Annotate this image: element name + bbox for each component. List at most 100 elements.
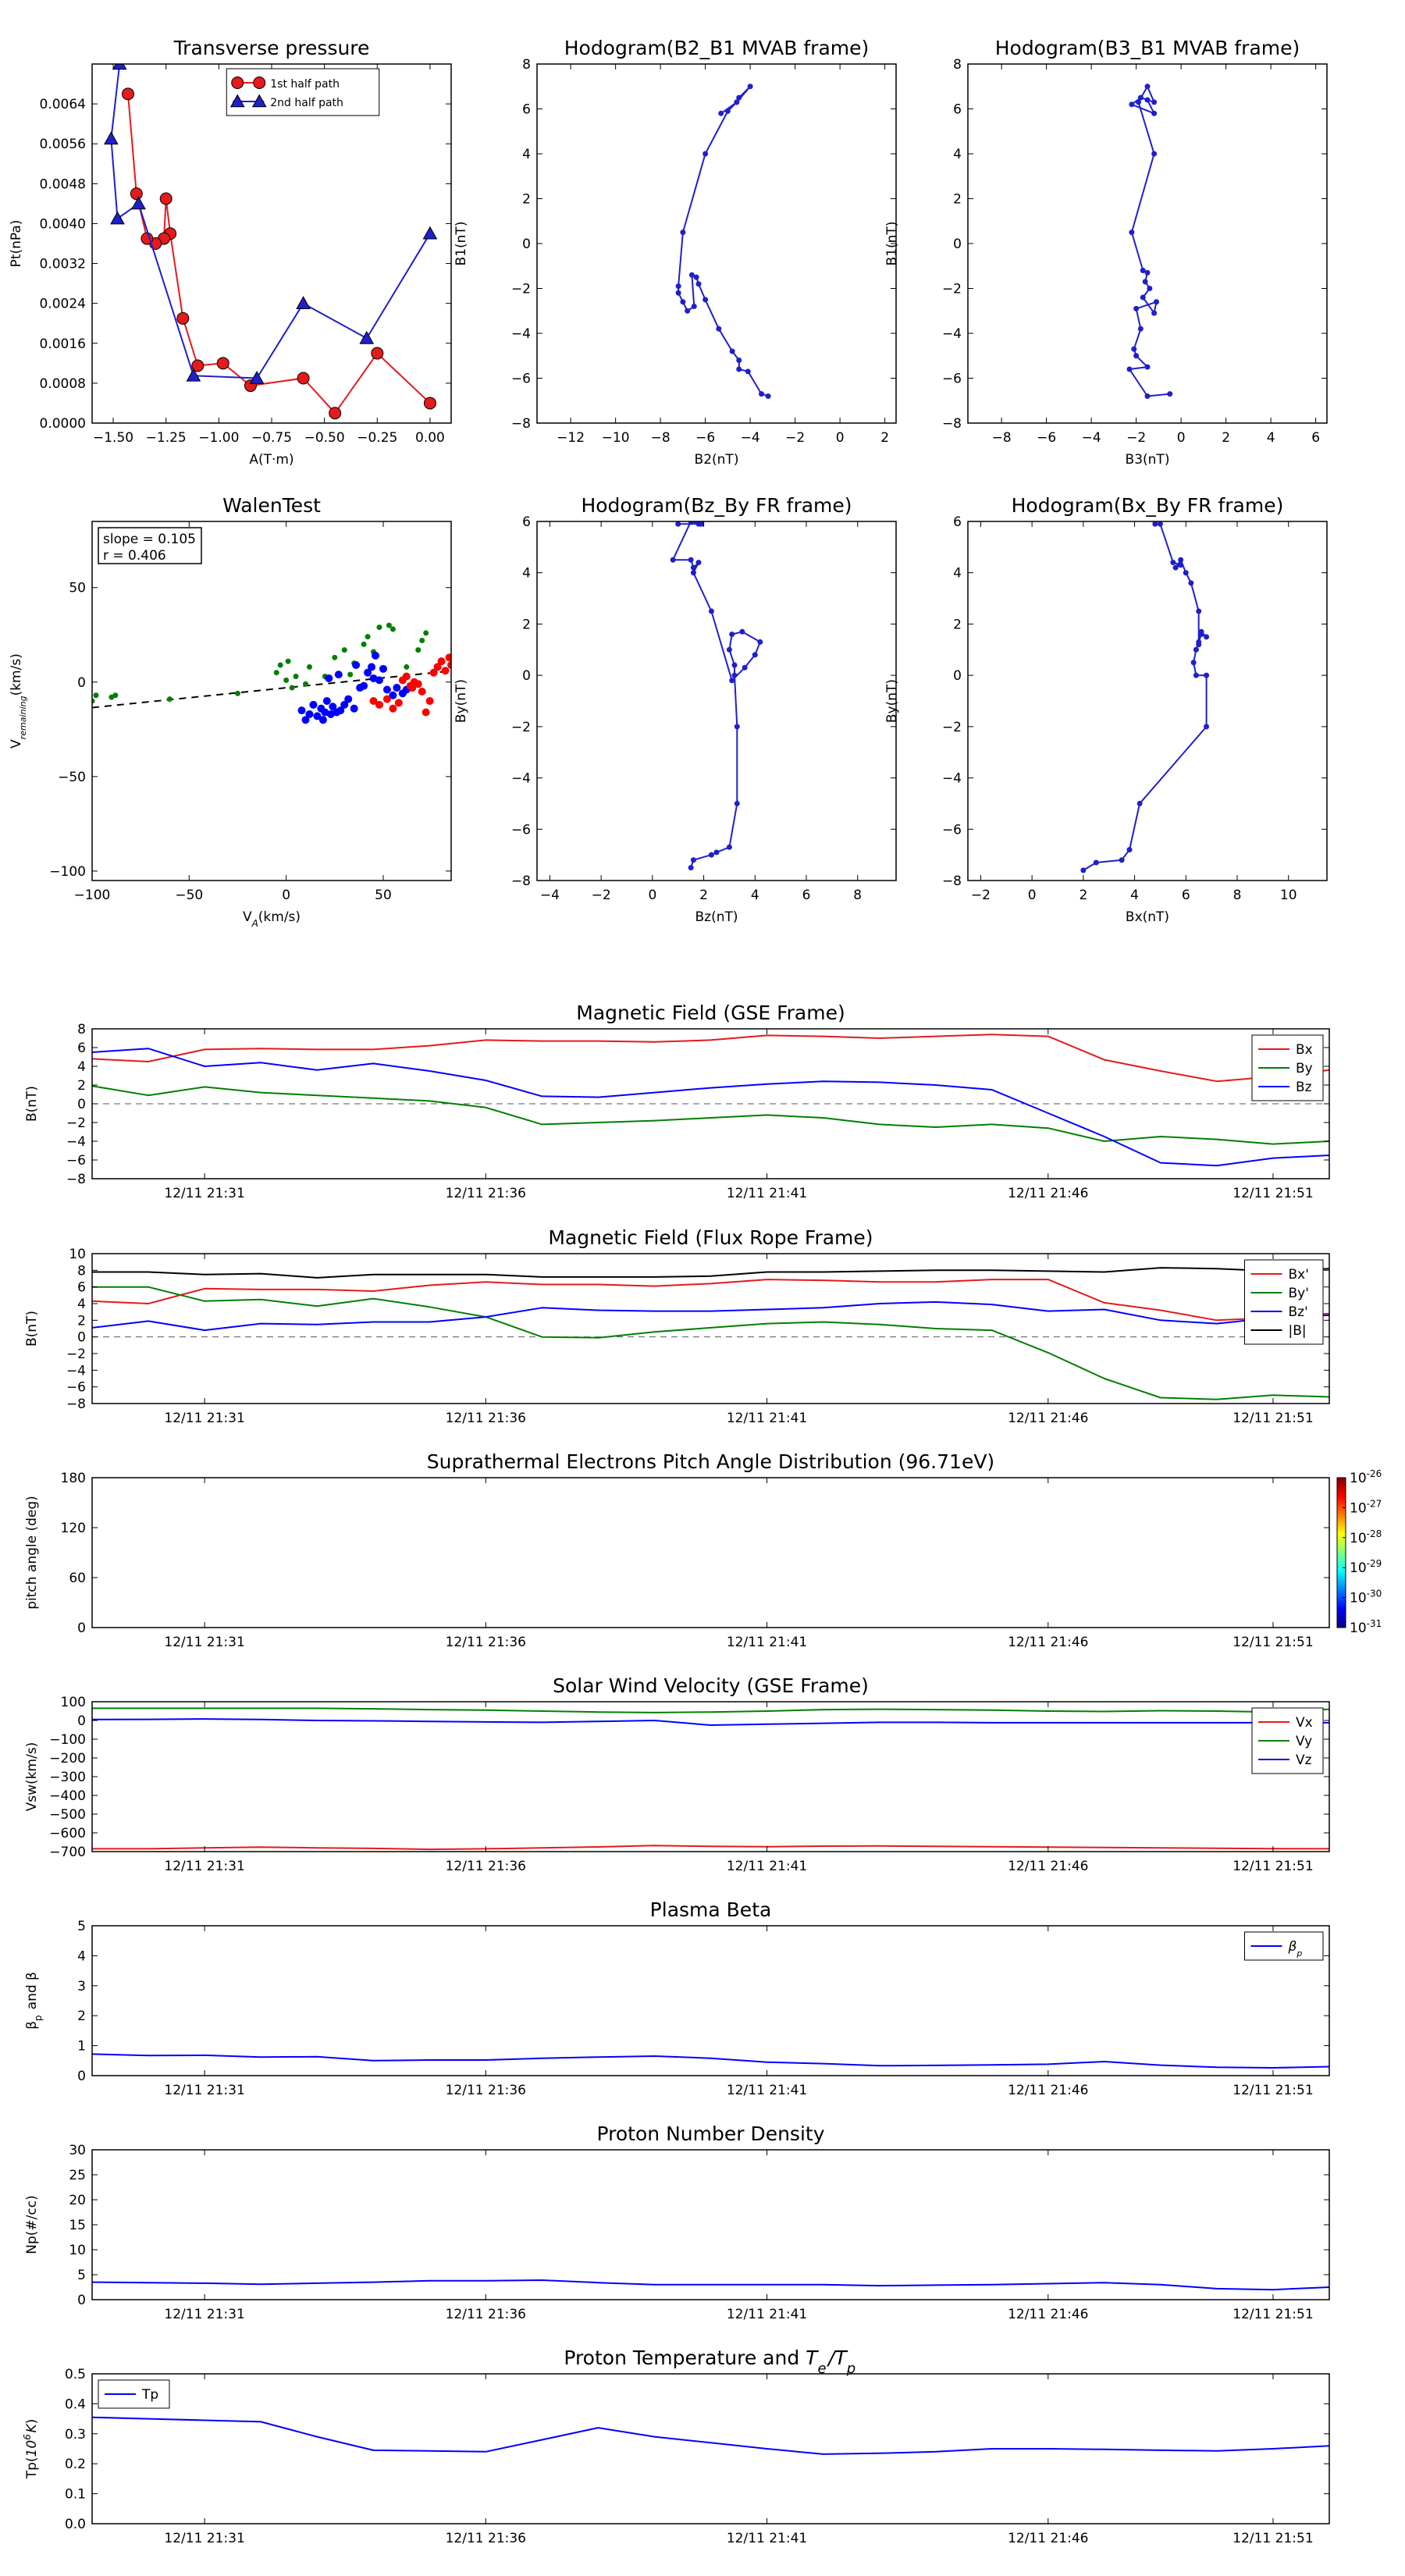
chart-title: Hodogram(B3_B1 MVAB frame) bbox=[995, 37, 1300, 59]
series bbox=[670, 521, 763, 871]
x-tick-label: 12/11 21:51 bbox=[1232, 1411, 1313, 1426]
y-tick-label: 2 bbox=[522, 617, 531, 632]
legend: 1st half path 2nd half path bbox=[226, 68, 380, 116]
y-axis-label: B1(nT) bbox=[454, 222, 469, 266]
plot-content bbox=[92, 2279, 1329, 2291]
y-tick-label: 4 bbox=[953, 147, 962, 162]
y-axis-label: pitch angle (deg) bbox=[24, 1496, 40, 1610]
x-tick-label: 12/11 21:36 bbox=[446, 1411, 526, 1426]
data-point bbox=[685, 308, 691, 314]
plot-area bbox=[92, 1254, 1329, 1404]
x-tick-label: 4 bbox=[1130, 888, 1139, 903]
data-point bbox=[1151, 151, 1158, 157]
x-tick-label: −4 bbox=[741, 430, 760, 446]
plot-frame bbox=[91, 1253, 1330, 1404]
plot-area bbox=[92, 2150, 1329, 2300]
legend: βp bbox=[1244, 1931, 1324, 1961]
data-point bbox=[1151, 99, 1158, 105]
data-point bbox=[736, 94, 742, 101]
x-tick-label: −4 bbox=[540, 888, 560, 903]
data-point bbox=[1140, 268, 1146, 273]
x-tick-label: −1.00 bbox=[198, 430, 239, 446]
data-point bbox=[734, 724, 740, 730]
series-line bbox=[92, 1279, 1329, 1322]
data-point bbox=[695, 281, 702, 287]
legend-label: |B| bbox=[1289, 1323, 1307, 1339]
plot-area bbox=[537, 64, 896, 423]
annotation-frame bbox=[98, 527, 202, 564]
data-point bbox=[1198, 628, 1204, 635]
chart-p1: Transverse pressure−1.50 −1.25 −1.00 −0.75−… bbox=[9, 37, 452, 468]
colorbar-tick-label: 10-28 bbox=[1350, 1528, 1382, 1546]
data-point bbox=[1167, 391, 1173, 397]
data-point bbox=[1170, 560, 1176, 566]
series-line bbox=[92, 1707, 1329, 1713]
data-point bbox=[186, 368, 201, 382]
x-tick-label: 12/11 21:31 bbox=[164, 2307, 244, 2322]
data-point bbox=[393, 684, 401, 692]
chart-title: Suprathermal Electrons Pitch Angle Distr… bbox=[427, 1450, 994, 1473]
y-tick-label: −8 bbox=[66, 1172, 86, 1187]
annotation-r: r = 0.406 bbox=[103, 548, 166, 564]
data-point bbox=[690, 570, 696, 576]
data-point bbox=[359, 330, 375, 344]
data-point bbox=[336, 706, 345, 715]
data-point bbox=[419, 638, 425, 644]
series-line bbox=[92, 1034, 1329, 1083]
y-tick-label: −2 bbox=[942, 282, 962, 297]
series-Vx bbox=[92, 1845, 1329, 1851]
data-point bbox=[368, 663, 376, 671]
data-point bbox=[688, 521, 694, 525]
y-tick-label: 0 bbox=[953, 668, 962, 684]
legend-label: Tp bbox=[141, 2387, 158, 2403]
data-point bbox=[303, 681, 309, 687]
data-point bbox=[1193, 646, 1199, 653]
data-point bbox=[1152, 521, 1158, 527]
y-tick-label: 0 bbox=[522, 668, 531, 684]
series-β_p bbox=[92, 2053, 1329, 2069]
y-tick-label: 0.0016 bbox=[40, 336, 86, 352]
y-tick-label: 10 bbox=[69, 2243, 86, 2258]
data-point bbox=[1144, 393, 1151, 399]
x-tick-label: 6 bbox=[1311, 430, 1320, 446]
x-tick-label: 12/11 21:31 bbox=[164, 2531, 244, 2546]
data-point bbox=[159, 192, 173, 205]
data-point bbox=[691, 304, 697, 309]
plot-frame bbox=[967, 521, 1328, 881]
y-axis-label: B(nT) bbox=[24, 1311, 40, 1347]
x-tick-label: 12/11 21:51 bbox=[1232, 1635, 1313, 1650]
data-point bbox=[757, 639, 763, 645]
x-tick-label: −2 bbox=[971, 888, 991, 903]
series-line bbox=[92, 1085, 1329, 1145]
y-tick-label: −600 bbox=[49, 1826, 86, 1841]
plot-frame bbox=[91, 1477, 1330, 1628]
y-tick-label: −4 bbox=[66, 1363, 86, 1379]
data-point bbox=[1204, 634, 1210, 640]
series-Bz' bbox=[92, 1300, 1329, 1332]
chart-p10: Solar Wind Velocity (GSE Frame) 12/11 21:… bbox=[24, 1674, 1330, 1874]
data-point bbox=[688, 865, 694, 871]
x-tick-label: −8 bbox=[651, 430, 670, 446]
data-point bbox=[734, 800, 740, 806]
chart-p4: WalenTest −100 −50 0 50 −100 −50 0 50 VA(km/s) Vre… bbox=[9, 494, 452, 929]
x-tick-label: 12/11 21:31 bbox=[164, 1859, 244, 1874]
data-point bbox=[690, 564, 696, 571]
y-tick-label: −4 bbox=[66, 1134, 86, 1150]
x-tick-label: 6 bbox=[1182, 888, 1190, 903]
y-tick-label: 2 bbox=[77, 1078, 86, 1094]
x-tick-label: 12/11 21:36 bbox=[446, 2083, 526, 2098]
y-tick-label: 0 bbox=[77, 675, 86, 691]
data-point bbox=[702, 297, 709, 303]
data-point bbox=[422, 708, 430, 717]
data-point bbox=[372, 651, 380, 660]
series-line bbox=[92, 2053, 1329, 2069]
series-Tp bbox=[92, 2416, 1329, 2455]
data-point bbox=[680, 229, 686, 236]
series-Bx' bbox=[92, 1279, 1329, 1322]
y-tick-label: 6 bbox=[953, 102, 962, 118]
y-tick-label: 0.0064 bbox=[40, 97, 86, 112]
plot-content bbox=[1126, 84, 1173, 399]
y-tick-label: 4 bbox=[522, 566, 531, 582]
data-point bbox=[297, 372, 310, 385]
x-tick-label: 12/11 21:36 bbox=[446, 1635, 526, 1650]
